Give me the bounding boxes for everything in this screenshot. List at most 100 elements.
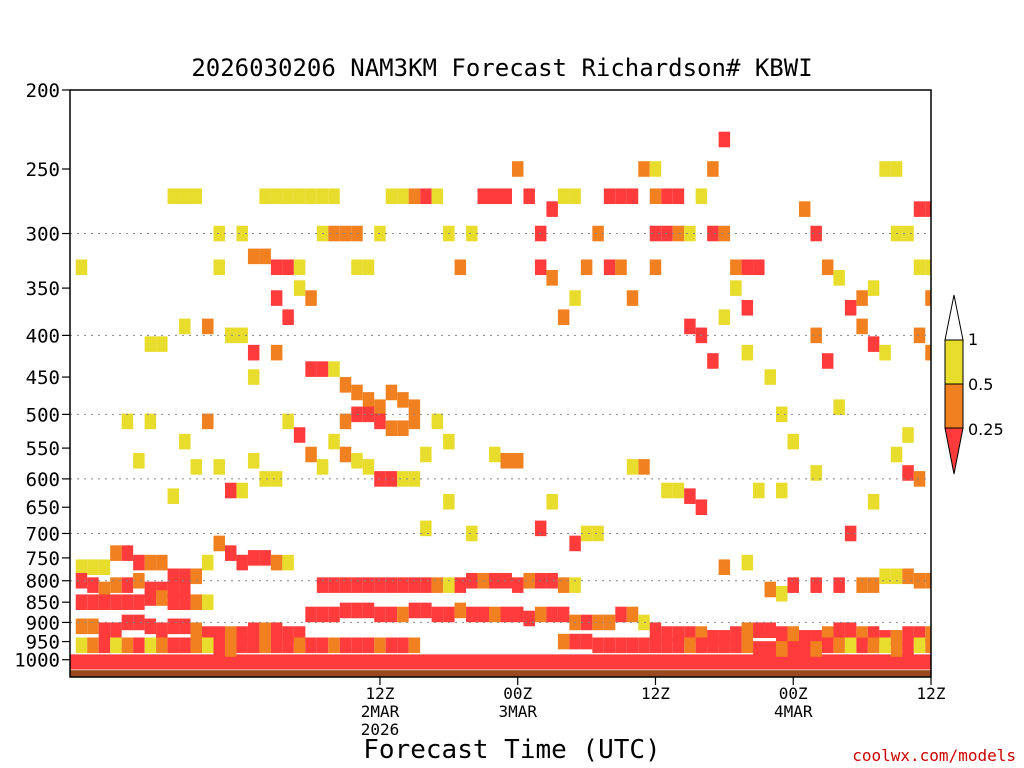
- y-tick-label: 650: [26, 497, 60, 519]
- heatmap-cell: [534, 520, 547, 537]
- heatmap-cell: [776, 626, 788, 642]
- heatmap-cell: [821, 626, 834, 642]
- heatmap-cell: [397, 188, 409, 205]
- heatmap-cell: [385, 384, 398, 401]
- heatmap-cell: [672, 482, 685, 499]
- heatmap-cell: [626, 290, 639, 306]
- heatmap-cell: [167, 581, 180, 598]
- heatmap-cell: [110, 545, 122, 561]
- heatmap-cell: [615, 606, 627, 623]
- heatmap-cell: [649, 259, 662, 276]
- heatmap-cell: [270, 290, 283, 306]
- heatmap-cell: [339, 413, 352, 430]
- heatmap-cell: [328, 577, 340, 593]
- y-axis-ticks: 200 250 300 350 400 450 500 550 600 650 700 7508008…: [14, 80, 70, 672]
- heatmap-cell: [856, 626, 868, 642]
- heatmap-cell: [179, 594, 191, 610]
- heatmap-cell: [730, 637, 742, 654]
- heatmap-cell: [316, 361, 329, 377]
- heatmap-cell: [741, 344, 754, 361]
- heatmap-cell: [856, 637, 868, 654]
- heatmap-cell: [615, 637, 627, 654]
- heatmap-cell: [443, 493, 455, 510]
- heatmap-cell: [810, 630, 822, 646]
- heatmap-cell: [351, 452, 363, 469]
- heatmap-cell: [316, 188, 329, 205]
- heatmap-cell: [925, 626, 931, 642]
- heatmap-cell: [282, 259, 294, 276]
- heatmap-cell: [98, 594, 111, 610]
- heatmap-cell: [156, 590, 168, 606]
- heatmap-cell: [661, 482, 673, 499]
- x-tick-label: 2026: [361, 720, 400, 739]
- heatmap-cell: [477, 606, 490, 623]
- heatmap-cell: [420, 520, 432, 537]
- heatmap-cell: [443, 433, 455, 450]
- heatmap-cell: [167, 188, 180, 205]
- heatmap-cell: [454, 577, 467, 593]
- heatmap-cell: [133, 572, 145, 589]
- heatmap-cell: [75, 259, 88, 276]
- heatmap-cell: [546, 606, 558, 623]
- heatmap-cell: [202, 626, 214, 642]
- heatmap-cell: [500, 188, 512, 205]
- heatmap-cell: [75, 594, 88, 610]
- heatmap-cell: [236, 482, 248, 499]
- heatmap-cell: [328, 606, 340, 623]
- heatmap-cell: [695, 626, 708, 642]
- heatmap-cell: [362, 602, 375, 619]
- heatmap-cell: [408, 413, 421, 430]
- heatmap-cell: [259, 550, 271, 566]
- heatmap-cell: [259, 471, 271, 487]
- ground-strip: [70, 670, 931, 677]
- heatmap-cell: [741, 637, 754, 654]
- heatmap-cell: [213, 459, 225, 475]
- heatmap-cell: [695, 188, 708, 205]
- heatmap-cell: [374, 606, 386, 623]
- heatmap-cell: [167, 637, 180, 654]
- heatmap-cell: [179, 188, 191, 205]
- heatmap-cell: [867, 637, 880, 654]
- heatmap-cell: [569, 188, 581, 205]
- heatmap-cell: [810, 641, 822, 657]
- heatmap-cell: [190, 568, 203, 585]
- heatmap-cell: [144, 336, 157, 352]
- heatmap-cell: [626, 637, 639, 654]
- heatmap-cell: [224, 482, 237, 499]
- heatmap-cell: [98, 581, 111, 598]
- heatmap-cell: [247, 637, 260, 654]
- heatmap-cell: [75, 572, 88, 589]
- heatmap-cell: [87, 559, 99, 575]
- heatmap-cell: [466, 225, 478, 242]
- heatmap-cell: [270, 344, 283, 361]
- heatmap-cell: [270, 622, 283, 639]
- y-tick-label: 250: [26, 159, 60, 181]
- heatmap-cell: [833, 637, 845, 654]
- heatmap-cell: [511, 606, 524, 623]
- heatmap-cell: [626, 459, 639, 475]
- y-tick-label: 550: [26, 438, 60, 460]
- heatmap-cell: [603, 188, 616, 205]
- colorbar-label-0-5: 0.5: [968, 375, 993, 394]
- heatmap-cell: [867, 493, 880, 510]
- heatmap-cell: [776, 482, 788, 499]
- heatmap-cell: [144, 618, 157, 635]
- heatmap-cell: [844, 637, 857, 654]
- heatmap-cell: [374, 413, 386, 430]
- y-tick-label: 950: [26, 632, 60, 654]
- heatmap-cell: [224, 545, 237, 561]
- heatmap-cell: [546, 201, 558, 217]
- heatmap-cell: [167, 618, 180, 635]
- heatmap-cell: [879, 637, 891, 654]
- plot-background: [70, 90, 931, 677]
- heatmap-cell: [156, 581, 168, 598]
- heatmap-cell: [764, 581, 777, 598]
- heatmap-cell: [305, 637, 317, 654]
- heatmap-cell: [890, 641, 903, 657]
- heatmap-cell: [362, 259, 375, 276]
- heatmap-cell: [546, 572, 558, 589]
- heatmap-cell: [718, 225, 731, 242]
- heatmap-cell: [121, 577, 134, 593]
